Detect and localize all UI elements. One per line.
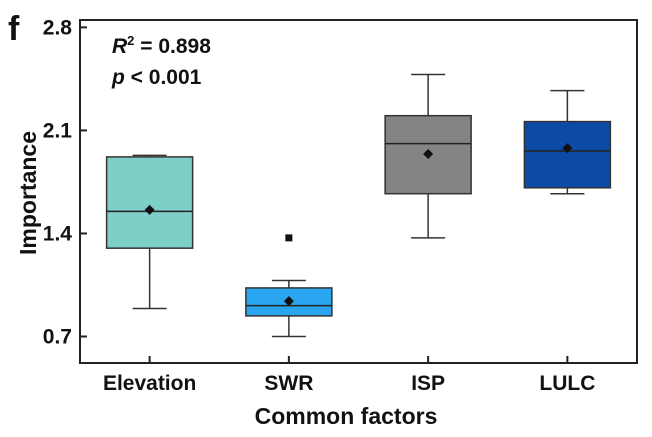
box-lulc [523, 89, 612, 195]
y-tick-label: 1.4 [43, 222, 73, 245]
x-tick-label: Elevation [103, 372, 196, 395]
x-tick-label: SWR [264, 372, 313, 395]
x-axis-title: Common factors [255, 403, 438, 429]
boxes-group [105, 73, 612, 338]
box-elevation [105, 154, 194, 310]
outlier-point [285, 234, 293, 242]
x-tick-label: LULC [539, 372, 595, 395]
mean-marker [562, 143, 573, 154]
r2-symbol: R [112, 35, 128, 58]
r2-annotation: R2 = 0.898 [112, 33, 211, 58]
y-axis: 0.7 1.4 2.1 2.8 [43, 16, 87, 349]
p-value: < 0.001 [125, 66, 202, 89]
panel-letter: f [8, 10, 20, 48]
x-tick-label: ISP [411, 372, 445, 395]
y-axis-title: Importance [15, 131, 41, 255]
box-body [523, 120, 612, 189]
box-swr [245, 234, 333, 338]
r2-value: = 0.898 [134, 35, 211, 58]
y-tick-label: 0.7 [43, 326, 72, 349]
p-symbol: p [111, 66, 125, 89]
mean-marker [144, 204, 155, 215]
y-tick-label: 2.1 [43, 119, 73, 142]
y-tick-label: 2.8 [43, 16, 73, 39]
x-axis: Elevation SWR ISP LULC [103, 356, 595, 395]
plot-frame [79, 19, 638, 364]
box-isp [384, 73, 472, 239]
r2-superscript: 2 [127, 33, 134, 48]
mean-marker [283, 296, 294, 307]
box-body [105, 156, 194, 249]
p-annotation: p < 0.001 [111, 66, 202, 89]
mean-marker [423, 148, 434, 159]
